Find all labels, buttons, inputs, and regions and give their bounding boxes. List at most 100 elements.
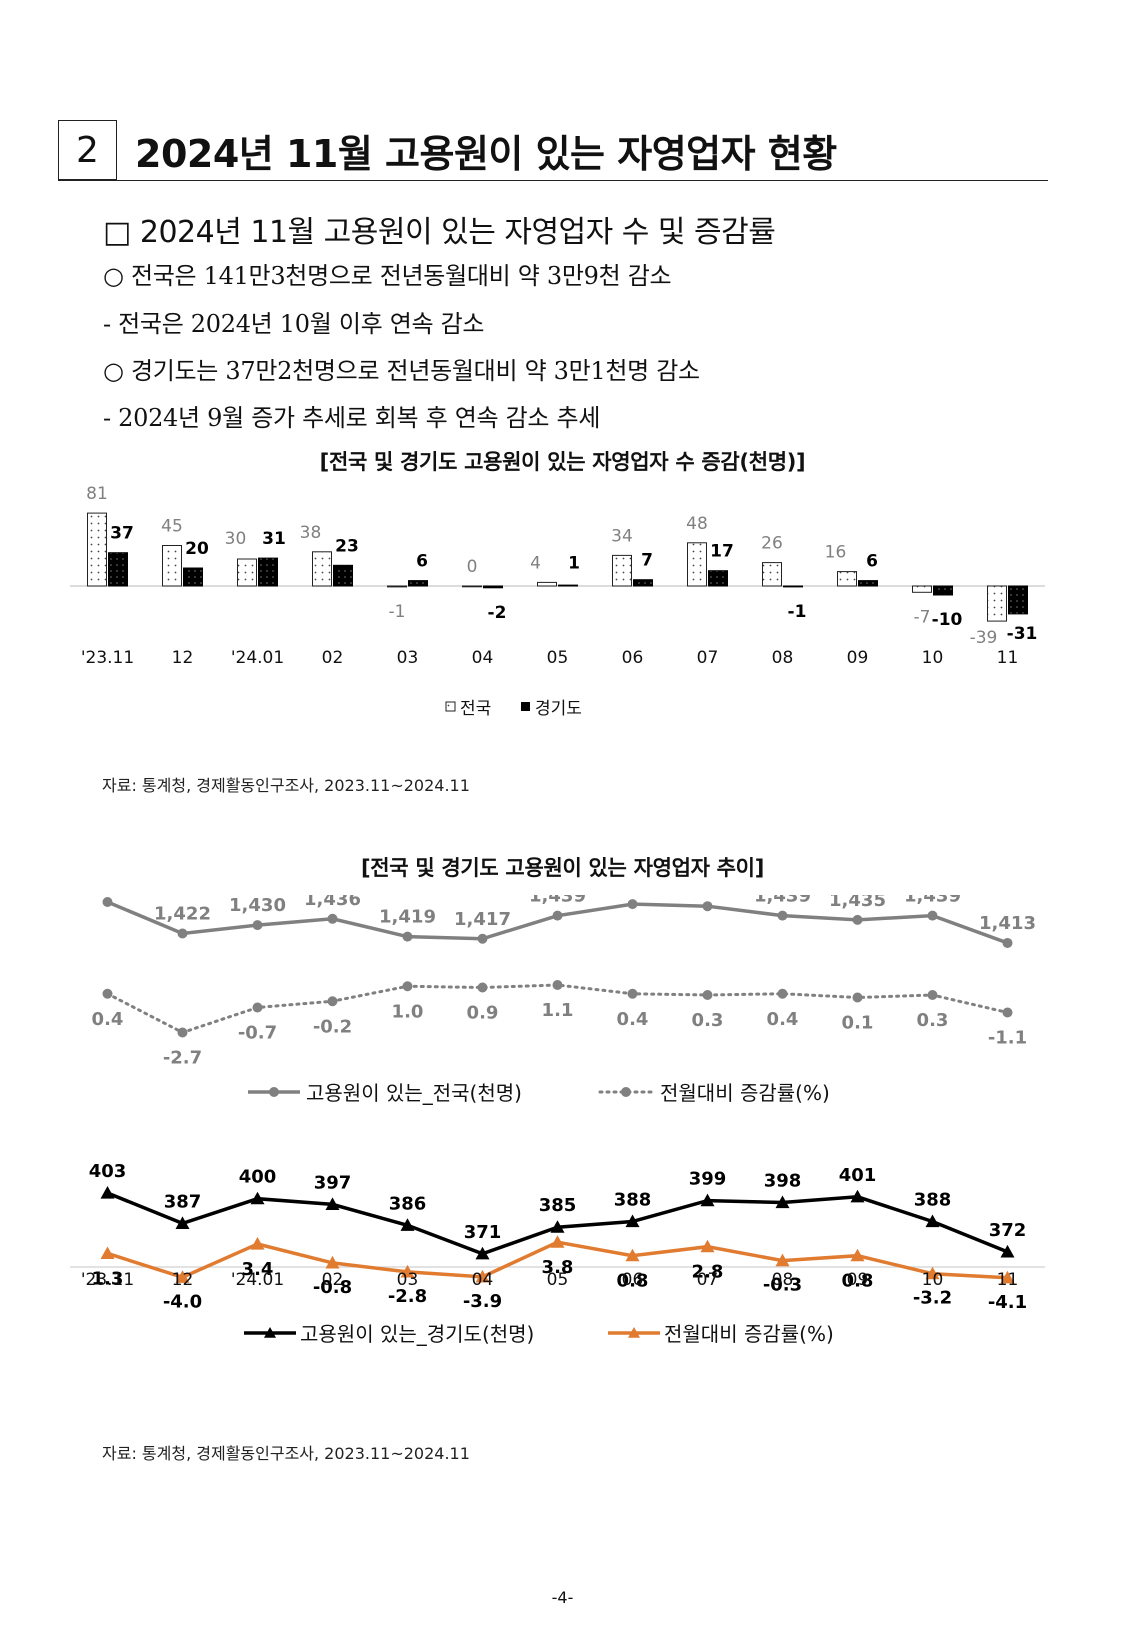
bar-national: [537, 581, 557, 587]
gyeonggi-employer-point: [775, 1195, 790, 1209]
x-tick-label: 09: [847, 648, 869, 668]
gyeonggi-rate-label: -0.3: [763, 1275, 802, 1296]
gyeonggi-rate-label: -3.2: [913, 1288, 952, 1309]
x-tick-label: 03: [397, 1270, 419, 1290]
national-rate-point: [177, 1027, 188, 1038]
gyeonggi-rate-label: 0.8: [842, 1271, 874, 1292]
national-rate-label: 0.1: [842, 1013, 874, 1034]
data-label-gyeonggi: 1: [568, 553, 580, 573]
national-employer-point: [327, 913, 338, 924]
gyeonggi-rate-point: [775, 1253, 790, 1267]
x-tick-label: '23.11: [81, 1270, 134, 1290]
data-label-gyeonggi: -2: [488, 603, 507, 623]
gyeonggi-employer-point: [175, 1216, 190, 1229]
national-rate-point: [777, 988, 788, 999]
national-rate-label: 0.4: [92, 1009, 124, 1030]
national-employer-label: 1,417: [454, 909, 511, 930]
x-tick-label: 02: [322, 1270, 344, 1290]
national-employer-label: 1,436: [304, 895, 361, 910]
data-label-gyeonggi: 7: [641, 551, 653, 571]
gyeonggi-employer-point: [925, 1214, 940, 1228]
data-label-national: -1: [389, 602, 406, 622]
bar-gyeonggi: [183, 567, 203, 587]
national-rate-label: 0.9: [467, 1003, 499, 1024]
bar-gyeonggi: [333, 564, 353, 587]
gyeonggi-rate-point: [175, 1270, 190, 1283]
bar-gyeonggi: [708, 570, 728, 587]
national-rate-point: [927, 990, 938, 1000]
x-tick-label: 06: [622, 648, 644, 668]
x-tick-label: 07: [697, 1270, 719, 1290]
gyeonggi-rate-point: [250, 1237, 265, 1250]
national-rate-label: 0.3: [692, 1010, 724, 1031]
legend-national-label: 전국: [460, 699, 491, 719]
line-chart-title: [전국 및 경기도 고용원이 있는 자영업자 추이]: [360, 856, 765, 880]
bar-gyeonggi: [408, 580, 428, 587]
bar-national: [837, 571, 857, 587]
data-label-gyeonggi: 31: [262, 529, 286, 549]
bar-national: [87, 512, 107, 587]
gyeonggi-rate-point: [850, 1248, 865, 1262]
gyeonggi-employer-label: 400: [239, 1167, 277, 1188]
gyeonggi-employer-point: [700, 1193, 715, 1207]
bar-national: [612, 554, 632, 587]
bar-national: [762, 562, 782, 587]
legend-gyeonggi-rate-label: 전월대비 증감률(%): [664, 1322, 834, 1346]
national-rate-point: [402, 981, 413, 992]
data-label-national: 45: [161, 517, 183, 537]
x-tick-label: 08: [772, 648, 794, 668]
national-employer-point: [1002, 937, 1013, 948]
national-employer-point: [627, 899, 638, 910]
national-rate-label: -0.2: [313, 1016, 352, 1037]
bar-national: [912, 585, 932, 593]
national-rate-point: [477, 982, 488, 993]
legend-gyeonggi-swatch: [521, 702, 530, 711]
x-tick-label: 12: [172, 648, 194, 668]
bar-gyeonggi: [558, 584, 578, 587]
national-rate-label: -2.7: [163, 1048, 202, 1069]
bar-national: [237, 558, 257, 587]
data-label-gyeonggi: 23: [335, 536, 359, 556]
x-tick-label: 11: [997, 648, 1019, 668]
national-employer-label: 1,448: [679, 895, 736, 897]
bar-gyeonggi: [483, 585, 503, 589]
gyeonggi-employer-point: [100, 1186, 115, 1199]
bar-national: [162, 545, 182, 587]
national-employer-label: 1,439: [904, 895, 961, 907]
data-label-gyeonggi: 6: [866, 552, 878, 572]
x-tick-label: 06: [622, 1270, 644, 1290]
data-label-national: 81: [86, 484, 108, 504]
data-label-national: 0: [467, 557, 478, 577]
gyeonggi-rate-point: [700, 1239, 715, 1253]
x-tick-label: 02: [322, 648, 344, 668]
national-rate-point: [552, 980, 563, 990]
gyeonggi-rate-point: [325, 1255, 340, 1269]
national-rate-label: 0.4: [767, 1009, 799, 1030]
x-tick-label: '23.11: [81, 648, 134, 668]
national-rate-label: 1.1: [542, 1000, 574, 1021]
section-number: 2: [58, 120, 116, 180]
data-label-national: 16: [825, 543, 847, 563]
data-label-national: -39: [970, 628, 998, 648]
legend-national-swatch: [445, 701, 456, 712]
sub-heading: □ 2024년 11월 고용원이 있는 자영업자 수 및 증감률: [103, 215, 776, 250]
data-label-gyeonggi: -31: [1007, 624, 1038, 644]
data-label-national: 38: [300, 523, 322, 543]
bar-national: [687, 542, 707, 587]
national-employer-point: [852, 914, 863, 925]
gyeonggi-employer-label: 387: [164, 1191, 202, 1212]
gyeonggi-rate-label: 3.8: [542, 1257, 574, 1278]
page-number: -4-: [551, 1588, 574, 1607]
national-rate-label: 0.3: [917, 1010, 949, 1031]
gyeonggi-rate-label: 2.8: [692, 1262, 724, 1283]
legend-national-employer-marker: [269, 1087, 279, 1097]
gyeonggi-employer-point: [850, 1189, 865, 1203]
gyeonggi-rate-label: 1.3: [92, 1268, 124, 1289]
gyeonggi-employer-point: [250, 1191, 265, 1205]
gyeonggi-employer-label: 372: [989, 1220, 1027, 1241]
national-rate-point: [252, 1002, 263, 1013]
gyeonggi-employer-label: 401: [839, 1165, 877, 1186]
gyeonggi-employer-point: [550, 1220, 565, 1233]
national-rate-point: [852, 992, 863, 1003]
